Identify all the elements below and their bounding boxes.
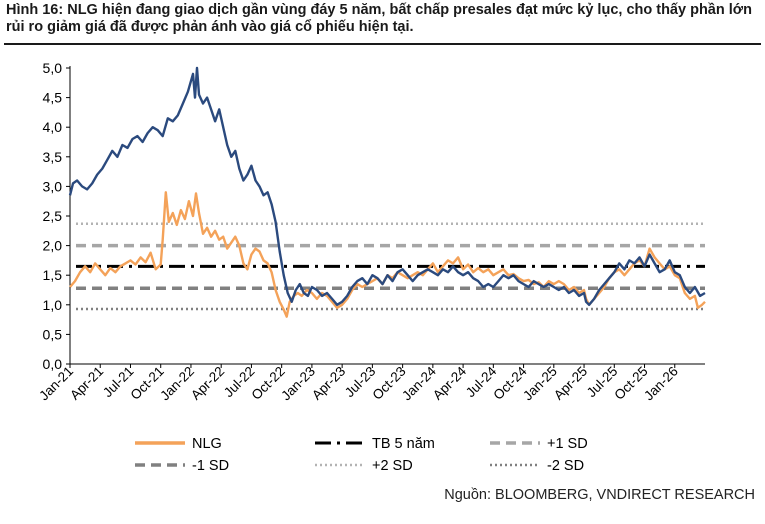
legend-label: TB 5 năm [372, 436, 435, 452]
source-note: Nguồn: BLOOMBERG, VNDIRECT RESEARCH [444, 487, 755, 503]
y-tick-label: 0,0 [43, 356, 63, 372]
x-tick-label: Jan-22 [157, 364, 197, 404]
legend-label: -2 SD [547, 458, 584, 474]
chart-axes: 0,00,51,01,52,02,53,03,54,04,55,0Jan-21A… [36, 60, 705, 403]
x-tick-label: Apr-21 [67, 364, 106, 403]
y-tick-label: 0,5 [43, 326, 63, 342]
y-tick-label: 2,0 [43, 238, 63, 254]
x-tick-label: Apr-22 [188, 364, 227, 403]
series-line-nlg [69, 191, 706, 318]
title-divider [4, 43, 761, 45]
reference-lines [76, 222, 705, 311]
y-tick-label: 1,5 [43, 267, 63, 283]
y-tick-label: 3,5 [43, 149, 63, 165]
legend-label: -1 SD [192, 458, 229, 474]
x-tick-label: Jan-26 [641, 364, 681, 404]
y-tick-label: 1,0 [43, 297, 63, 313]
legend-label: NLG [192, 436, 222, 452]
y-tick-label: 4,0 [43, 119, 63, 135]
x-tick-label: Apr-23 [309, 364, 348, 403]
data-series [68, 66, 706, 318]
y-tick-label: 2,5 [43, 208, 63, 224]
y-tick-label: 5,0 [43, 60, 63, 76]
chart-legend: NLG TB 5 năm +1 SD -1 SD +2 SD -2 SD [135, 436, 588, 474]
legend-label: +1 SD [547, 436, 588, 452]
y-tick-label: 3,0 [43, 178, 63, 194]
x-tick-label: Jan-25 [520, 364, 560, 404]
x-tick-label: Apr-25 [551, 364, 590, 403]
x-tick-label: Jan-24 [399, 363, 439, 403]
series-line-secondary [68, 66, 706, 306]
x-tick-label: Jan-23 [278, 364, 318, 404]
chart-title: Hình 16: NLG hiện đang giao dịch gần vùn… [6, 2, 752, 35]
x-tick-label: Apr-24 [430, 363, 470, 403]
y-tick-label: 4,5 [43, 90, 63, 106]
legend-label: +2 SD [372, 458, 413, 474]
